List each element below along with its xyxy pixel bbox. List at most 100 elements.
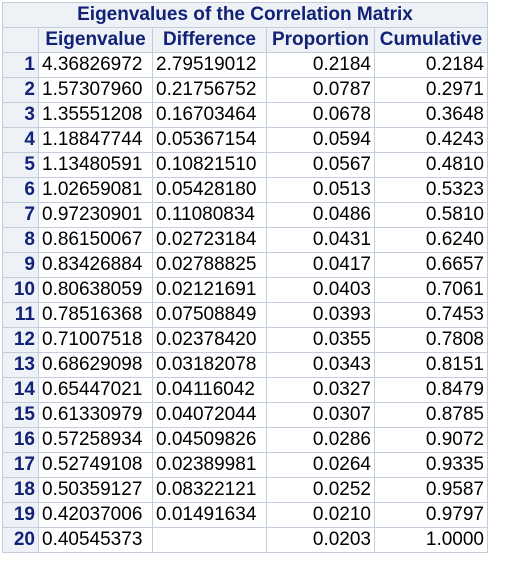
cell-cumulative: 0.7453 (374, 302, 488, 328)
cell-difference: 0.07508849 (152, 302, 267, 328)
row-number: 7 (2, 202, 39, 228)
cell-eigenvalue: 0.57258934 (38, 427, 153, 453)
cell-cumulative: 0.9072 (374, 427, 488, 453)
row-number: 13 (2, 352, 39, 378)
cell-cumulative: 0.2184 (374, 52, 488, 78)
cell-difference: 2.79519012 (152, 52, 267, 78)
cell-difference: 0.02723184 (152, 227, 267, 253)
cell-eigenvalue: 0.42037006 (38, 502, 153, 528)
cell-eigenvalue: 1.35551208 (38, 102, 153, 128)
table-row: 1 4.36826972 2.79519012 0.2184 0.2184 (2, 52, 488, 78)
cell-proportion: 0.0393 (266, 302, 375, 328)
cell-proportion: 0.0417 (266, 252, 375, 278)
cell-cumulative: 0.4243 (374, 127, 488, 153)
cell-difference: 0.02788825 (152, 252, 267, 278)
table-row: 19 0.42037006 0.01491634 0.0210 0.9797 (2, 502, 488, 528)
row-number: 17 (2, 452, 39, 478)
cell-difference (152, 527, 267, 553)
cell-proportion: 0.2184 (266, 52, 375, 78)
cell-cumulative: 0.7808 (374, 327, 488, 353)
cell-eigenvalue: 0.61330979 (38, 402, 153, 428)
table-row: 17 0.52749108 0.02389981 0.0264 0.9335 (2, 452, 488, 478)
row-number: 20 (2, 527, 39, 553)
cell-difference: 0.01491634 (152, 502, 267, 528)
cell-difference: 0.10821510 (152, 152, 267, 178)
table-row: 10 0.80638059 0.02121691 0.0403 0.7061 (2, 277, 488, 303)
cell-cumulative: 0.8479 (374, 377, 488, 403)
cell-proportion: 0.0594 (266, 127, 375, 153)
cell-eigenvalue: 1.02659081 (38, 177, 153, 203)
cell-proportion: 0.0403 (266, 277, 375, 303)
column-header-eigenvalue: Eigenvalue (38, 27, 153, 53)
table-row: 20 0.40545373 0.0203 1.0000 (2, 527, 488, 553)
cell-cumulative: 0.9797 (374, 502, 488, 528)
row-number: 4 (2, 127, 39, 153)
cell-proportion: 0.0567 (266, 152, 375, 178)
cell-eigenvalue: 1.57307960 (38, 77, 153, 103)
cell-cumulative: 0.4810 (374, 152, 488, 178)
cell-eigenvalue: 0.78516368 (38, 302, 153, 328)
cell-eigenvalue: 4.36826972 (38, 52, 153, 78)
cell-proportion: 0.0203 (266, 527, 375, 553)
cell-difference: 0.02389981 (152, 452, 267, 478)
table-row: 8 0.86150067 0.02723184 0.0431 0.6240 (2, 227, 488, 253)
cell-eigenvalue: 0.40545373 (38, 527, 153, 553)
table-row: 14 0.65447021 0.04116042 0.0327 0.8479 (2, 377, 488, 403)
column-header-row: Eigenvalue Difference Proportion Cumulat… (2, 27, 488, 53)
cell-difference: 0.02121691 (152, 277, 267, 303)
cell-difference: 0.08322121 (152, 477, 267, 503)
table-row: 5 1.13480591 0.10821510 0.0567 0.4810 (2, 152, 488, 178)
row-number: 3 (2, 102, 39, 128)
cell-cumulative: 0.5810 (374, 202, 488, 228)
cell-eigenvalue: 0.80638059 (38, 277, 153, 303)
cell-proportion: 0.0431 (266, 227, 375, 253)
cell-proportion: 0.0486 (266, 202, 375, 228)
row-number: 1 (2, 52, 39, 78)
table-header: Eigenvalues of the Correlation Matrix Ei… (2, 2, 488, 53)
cell-cumulative: 0.9587 (374, 477, 488, 503)
cell-eigenvalue: 0.97230901 (38, 202, 153, 228)
cell-eigenvalue: 0.50359127 (38, 477, 153, 503)
table-row: 7 0.97230901 0.11080834 0.0486 0.5810 (2, 202, 488, 228)
cell-cumulative: 0.3648 (374, 102, 488, 128)
cell-eigenvalue: 0.86150067 (38, 227, 153, 253)
cell-difference: 0.05428180 (152, 177, 267, 203)
row-number: 11 (2, 302, 39, 328)
cell-eigenvalue: 1.18847744 (38, 127, 153, 153)
cell-proportion: 0.0343 (266, 352, 375, 378)
eigenvalues-table: Eigenvalues of the Correlation Matrix Ei… (2, 2, 488, 553)
row-number: 14 (2, 377, 39, 403)
table-row: 4 1.18847744 0.05367154 0.0594 0.4243 (2, 127, 488, 153)
cell-cumulative: 0.7061 (374, 277, 488, 303)
cell-eigenvalue: 0.68629098 (38, 352, 153, 378)
table-row: 18 0.50359127 0.08322121 0.0252 0.9587 (2, 477, 488, 503)
cell-eigenvalue: 0.71007518 (38, 327, 153, 353)
table-row: 15 0.61330979 0.04072044 0.0307 0.8785 (2, 402, 488, 428)
cell-difference: 0.21756752 (152, 77, 267, 103)
row-number: 15 (2, 402, 39, 428)
row-number: 12 (2, 327, 39, 353)
cell-proportion: 0.0264 (266, 452, 375, 478)
cell-proportion: 0.0286 (266, 427, 375, 453)
cell-cumulative: 0.2971 (374, 77, 488, 103)
column-header-proportion: Proportion (266, 27, 375, 53)
table-title: Eigenvalues of the Correlation Matrix (2, 2, 488, 28)
cell-cumulative: 0.6240 (374, 227, 488, 253)
cell-proportion: 0.0307 (266, 402, 375, 428)
title-row: Eigenvalues of the Correlation Matrix (2, 2, 488, 28)
cell-difference: 0.03182078 (152, 352, 267, 378)
cell-difference: 0.04116042 (152, 377, 267, 403)
cell-eigenvalue: 0.83426884 (38, 252, 153, 278)
cell-difference: 0.05367154 (152, 127, 267, 153)
cell-cumulative: 0.8151 (374, 352, 488, 378)
table-row: 11 0.78516368 0.07508849 0.0393 0.7453 (2, 302, 488, 328)
corner-cell (2, 27, 39, 53)
cell-cumulative: 1.0000 (374, 527, 488, 553)
cell-difference: 0.02378420 (152, 327, 267, 353)
row-number: 19 (2, 502, 39, 528)
table-row: 16 0.57258934 0.04509826 0.0286 0.9072 (2, 427, 488, 453)
table-row: 2 1.57307960 0.21756752 0.0787 0.2971 (2, 77, 488, 103)
cell-cumulative: 0.5323 (374, 177, 488, 203)
cell-cumulative: 0.6657 (374, 252, 488, 278)
table-row: 3 1.35551208 0.16703464 0.0678 0.3648 (2, 102, 488, 128)
